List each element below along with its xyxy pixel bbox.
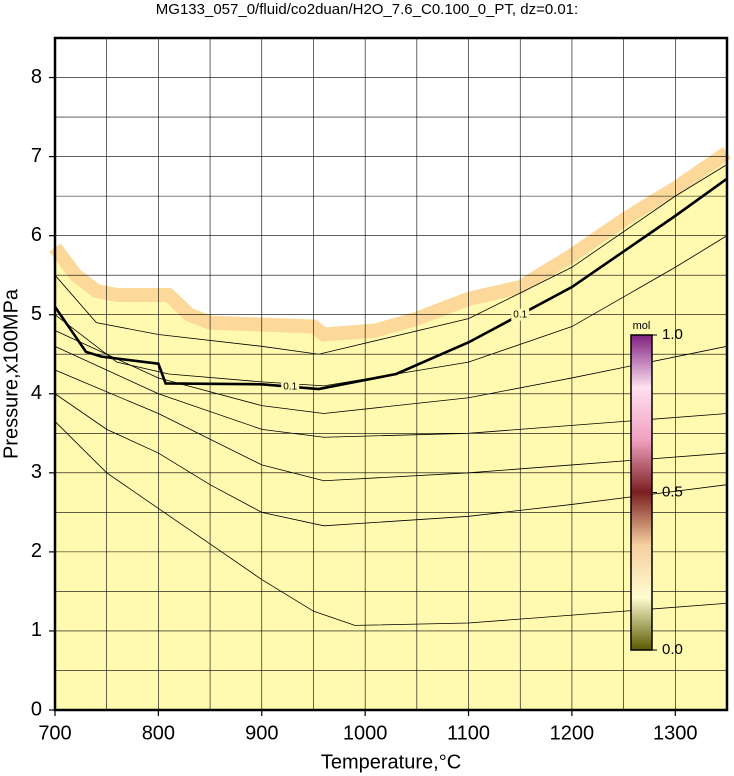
x-tick-label: 1100 bbox=[447, 722, 490, 744]
contour-line bbox=[54, 393, 728, 527]
y-tick-label: 2 bbox=[31, 540, 42, 562]
x-tick-label: 1300 bbox=[653, 722, 698, 744]
x-tick-label: 700 bbox=[38, 722, 71, 744]
y-tick-label: 4 bbox=[31, 382, 42, 404]
x-tick-label: 1200 bbox=[550, 722, 595, 744]
colorbar-tick-label: 0.0 bbox=[662, 641, 683, 658]
chart-title: MG133_057_0/fluid/co2duan/H2O_7.6_C0.100… bbox=[156, 1, 578, 18]
colorbar-tick-label: 1.0 bbox=[662, 326, 683, 343]
y-tick-label: 8 bbox=[31, 66, 42, 88]
contour-label: 0.1 bbox=[283, 381, 297, 392]
y-axis-label: Pressure,x100MPa bbox=[0, 288, 22, 459]
contour-label-bg bbox=[511, 308, 530, 321]
x-axis-label: Temperature,°C bbox=[321, 751, 461, 773]
contour-line bbox=[54, 369, 728, 482]
y-tick-label: 6 bbox=[31, 224, 42, 246]
colorbar-tick-label: 0.5 bbox=[662, 483, 683, 500]
contour-line bbox=[54, 345, 728, 438]
contour-label: 0.1 bbox=[513, 309, 527, 320]
contour-line bbox=[54, 421, 728, 626]
y-tick-label: 3 bbox=[31, 461, 42, 483]
contour-line bbox=[54, 164, 728, 355]
colorbar bbox=[630, 334, 653, 651]
y-tick-label: 5 bbox=[31, 303, 42, 325]
data-region bbox=[55, 152, 727, 710]
x-tick-label: 800 bbox=[142, 722, 175, 744]
contour-line bbox=[54, 235, 728, 387]
y-tick-label: 0 bbox=[31, 698, 42, 720]
contour-line bbox=[54, 330, 728, 414]
y-tick-label: 7 bbox=[31, 145, 42, 167]
x-tick-label: 900 bbox=[245, 722, 278, 744]
data-boundary bbox=[49, 146, 731, 342]
x-tick-label: 1000 bbox=[343, 722, 388, 744]
plot-frame bbox=[53, 36, 729, 712]
y-tick-label: 1 bbox=[31, 619, 42, 641]
contour-label-bg bbox=[281, 380, 300, 393]
colorbar-label: mol bbox=[633, 320, 651, 332]
